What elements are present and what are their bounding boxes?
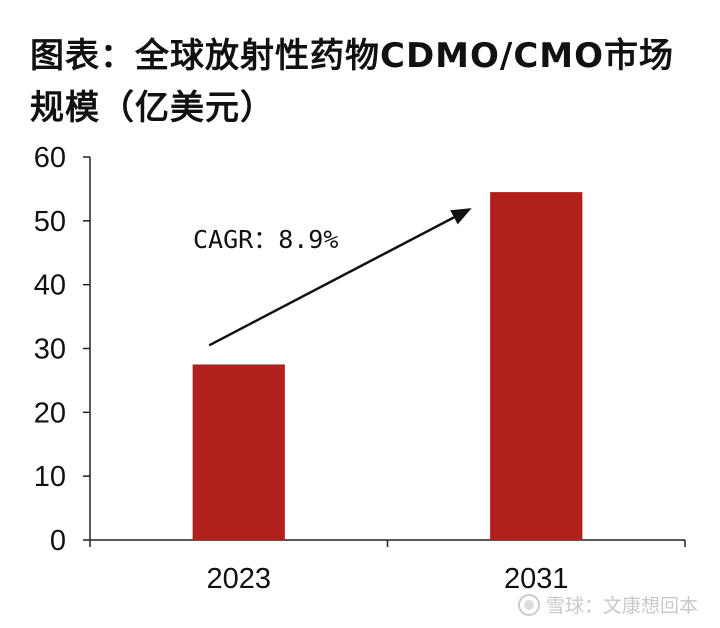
bar-2023 bbox=[192, 364, 285, 540]
snowball-logo-icon bbox=[517, 593, 540, 616]
y-tick-label: 60 bbox=[34, 142, 66, 174]
y-tick-label: 50 bbox=[34, 206, 66, 238]
cagr-annotation: CAGR：8.9% bbox=[193, 208, 472, 347]
x-tick-label: 2031 bbox=[504, 563, 569, 595]
y-tick-label: 10 bbox=[34, 461, 66, 493]
y-tick-label: 0 bbox=[50, 525, 66, 557]
x-tick-label: 2023 bbox=[206, 563, 271, 595]
watermark: 雪球：文康想回本 bbox=[517, 591, 698, 618]
cagr-arrow-head bbox=[450, 208, 472, 225]
y-tick-label: 40 bbox=[34, 270, 66, 302]
watermark-text: 雪球：文康想回本 bbox=[545, 595, 698, 617]
x-axis-labels: 2023 2031 bbox=[206, 563, 568, 595]
cagr-arrow-line bbox=[208, 216, 455, 347]
bars bbox=[192, 192, 583, 540]
chart-title: 图表：全球放射性药物CDMO/CMO市场规模（亿美元） bbox=[30, 36, 675, 128]
y-tick-label: 30 bbox=[34, 334, 66, 366]
chart-axes bbox=[89, 157, 686, 547]
cagr-label: CAGR：8.9% bbox=[193, 225, 338, 254]
bar-2031 bbox=[490, 192, 583, 540]
y-axis-ticks: 0 10 20 30 40 50 60 bbox=[34, 142, 90, 557]
y-tick-label: 20 bbox=[34, 397, 66, 429]
